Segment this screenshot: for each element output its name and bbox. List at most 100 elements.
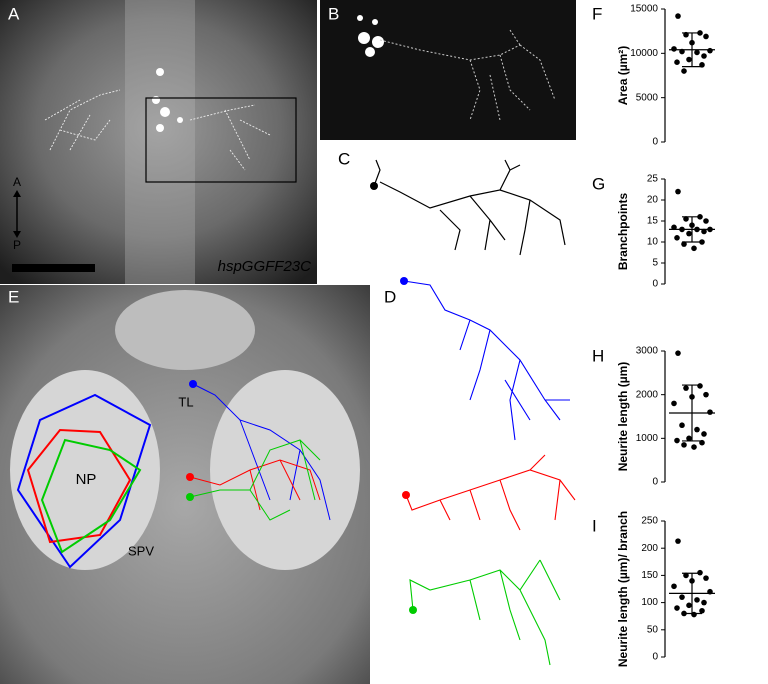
panel-label: C bbox=[338, 149, 350, 168]
panel-label: A bbox=[8, 4, 20, 23]
scale-bar bbox=[12, 264, 95, 272]
panel-b: B bbox=[320, 0, 576, 140]
micrograph bbox=[0, 0, 317, 284]
panel-d: D bbox=[384, 277, 576, 666]
y-tick-label: 0 bbox=[652, 137, 658, 148]
data-point bbox=[674, 59, 680, 65]
posterior-label: P bbox=[13, 238, 21, 252]
inset-box bbox=[145, 97, 297, 183]
y-tick-label: 0 bbox=[652, 477, 658, 488]
y-axis-label: Branchpoints bbox=[616, 193, 630, 271]
data-point bbox=[671, 583, 677, 590]
y-tick-label: 5 bbox=[652, 258, 658, 269]
micrograph bbox=[320, 0, 576, 140]
data-point bbox=[681, 241, 687, 247]
neurites bbox=[44, 89, 271, 171]
panel-label: F bbox=[592, 4, 602, 23]
panel-e: NP TL SPV E bbox=[0, 285, 370, 684]
data-point bbox=[694, 49, 700, 56]
data-point bbox=[675, 350, 681, 356]
data-point bbox=[691, 245, 697, 252]
y-axis-label: Area (µm²) bbox=[616, 46, 630, 106]
y-tick-label: 1000 bbox=[636, 433, 659, 444]
y-tick-label: 2000 bbox=[636, 389, 659, 400]
neuron-blue bbox=[403, 280, 570, 441]
neurites bbox=[379, 29, 556, 121]
panel-a: A P hspGGFF23C A bbox=[0, 0, 317, 284]
data-point bbox=[683, 216, 689, 222]
data-point bbox=[701, 431, 707, 437]
y-tick-label: 5000 bbox=[636, 92, 659, 103]
panel-label: G bbox=[592, 174, 605, 193]
panel-c: C bbox=[338, 149, 566, 256]
y-tick-label: 250 bbox=[641, 516, 658, 527]
np-outline bbox=[26, 428, 132, 544]
data-point bbox=[674, 235, 680, 241]
data-point bbox=[679, 422, 685, 429]
data-point bbox=[703, 391, 709, 398]
y-axis-label: Neurite length (µm) bbox=[616, 362, 630, 472]
y-tick-label: 200 bbox=[641, 543, 658, 554]
neuron-green bbox=[409, 559, 561, 666]
data-point bbox=[674, 437, 680, 444]
y-tick-label: 25 bbox=[647, 174, 659, 185]
y-tick-label: 15 bbox=[647, 216, 659, 227]
line-name: hspGGFF23C bbox=[218, 258, 312, 275]
data-point bbox=[694, 597, 700, 603]
data-point bbox=[671, 400, 677, 407]
data-point bbox=[681, 68, 687, 74]
y-tick-label: 10000 bbox=[630, 48, 658, 59]
np-outline bbox=[40, 438, 142, 554]
data-point bbox=[675, 13, 681, 19]
tl-label: TL bbox=[178, 394, 193, 409]
data-point bbox=[703, 218, 709, 224]
data-point bbox=[697, 383, 703, 389]
panel-label: E bbox=[8, 287, 19, 306]
data-point bbox=[675, 538, 681, 544]
y-tick-label: 50 bbox=[647, 624, 659, 635]
y-tick-label: 20 bbox=[647, 195, 659, 206]
cell-bodies bbox=[357, 15, 384, 57]
data-point bbox=[703, 575, 709, 581]
data-point bbox=[671, 224, 677, 231]
panel-label: B bbox=[328, 4, 339, 23]
neuron-trace bbox=[373, 159, 566, 256]
data-point bbox=[671, 46, 677, 52]
data-point bbox=[686, 602, 692, 609]
data-point bbox=[681, 442, 687, 448]
tectum-top bbox=[115, 290, 255, 370]
y-axis-label: Neurite length (µm)/ branch bbox=[616, 511, 630, 667]
data-point bbox=[701, 599, 707, 606]
y-tick-label: 150 bbox=[641, 570, 658, 581]
data-point bbox=[703, 33, 709, 40]
neuron-green bbox=[189, 439, 321, 521]
y-tick-label: 15000 bbox=[630, 4, 658, 15]
data-point bbox=[683, 385, 689, 391]
np-label: NP bbox=[76, 471, 97, 488]
y-tick-label: 3000 bbox=[636, 346, 659, 357]
data-point bbox=[699, 607, 705, 614]
np-outline bbox=[16, 393, 152, 569]
panel-label: D bbox=[384, 287, 396, 306]
spv-label: SPV bbox=[128, 543, 154, 558]
data-point bbox=[675, 188, 681, 195]
left-lobe bbox=[10, 370, 160, 570]
data-point bbox=[701, 228, 707, 235]
y-tick-label: 0 bbox=[652, 652, 658, 663]
data-point bbox=[679, 594, 685, 600]
midline bbox=[125, 0, 195, 284]
y-tick-label: 0 bbox=[652, 279, 658, 290]
neuron-blue bbox=[192, 383, 331, 521]
panel-label: I bbox=[592, 516, 597, 535]
y-tick-label: 100 bbox=[641, 597, 658, 608]
y-tick-label: 10 bbox=[647, 237, 659, 248]
anterior-label: A bbox=[13, 175, 21, 189]
data-point bbox=[683, 572, 689, 579]
data-point bbox=[686, 56, 692, 63]
data-point bbox=[686, 435, 692, 442]
panel-label: H bbox=[592, 346, 604, 365]
neuron-red bbox=[405, 454, 576, 531]
data-point bbox=[686, 230, 692, 237]
data-point bbox=[694, 426, 700, 433]
data-point bbox=[701, 53, 707, 59]
